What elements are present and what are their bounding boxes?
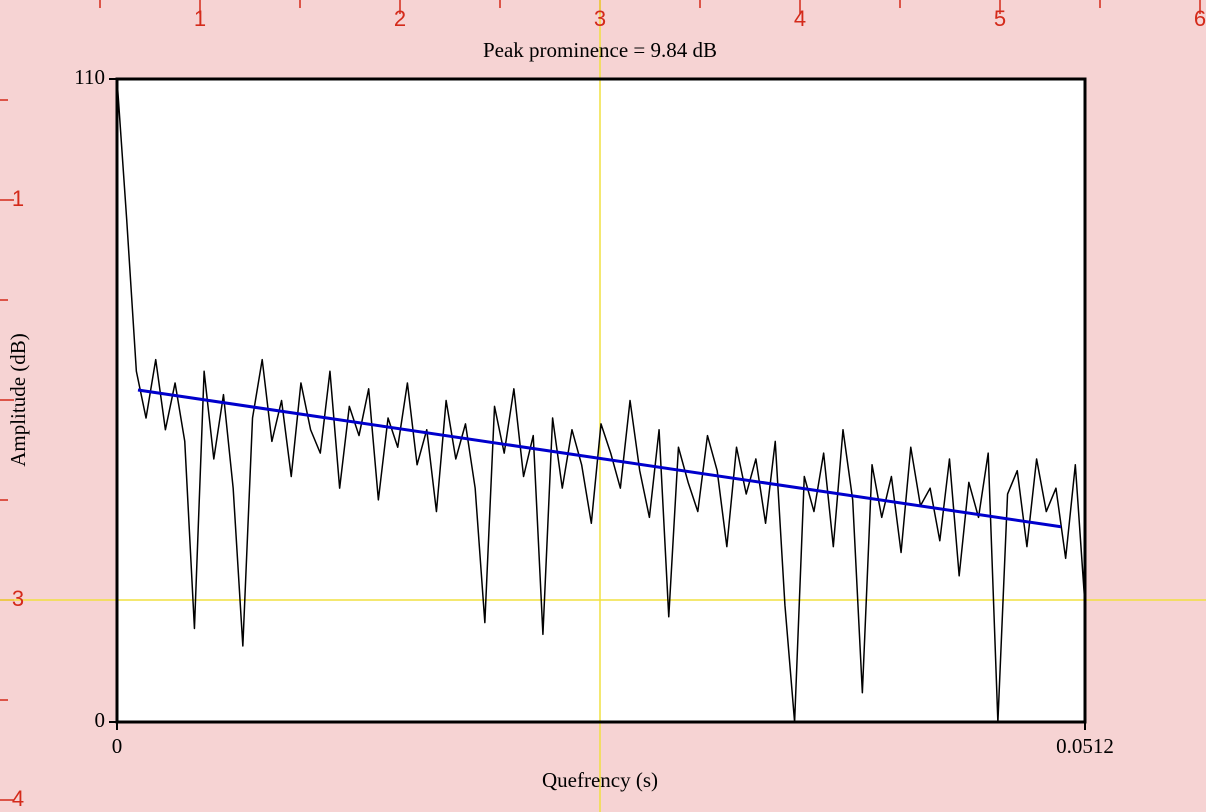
ruler-label: 1 (12, 186, 24, 211)
ruler-label: 4 (794, 6, 806, 31)
ruler-label: 5 (994, 6, 1006, 31)
plot-frame (115, 77, 1087, 724)
trend-line (137, 388, 1062, 529)
cepstrum-line (116, 78, 1086, 723)
x-axis-label: Quefrency (s) (542, 768, 658, 792)
ruler-label: 2 (394, 6, 406, 31)
ruler-label: 4 (12, 786, 24, 811)
y-tick-label: 110 (74, 65, 105, 89)
x-tick-label: 0.0512 (1056, 734, 1114, 758)
y-axis-label: Amplitude (dB) (6, 333, 30, 467)
ruler-label: 1 (194, 6, 206, 31)
plot-area (117, 79, 1085, 722)
ruler-label: 3 (594, 6, 606, 31)
ruler-label: 6 (1194, 6, 1206, 31)
chart-title: Peak prominence = 9.84 dB (483, 38, 717, 62)
ruler-label: 3 (12, 586, 24, 611)
x-tick-label: 0 (112, 734, 123, 758)
y-tick-label: 0 (95, 708, 106, 732)
